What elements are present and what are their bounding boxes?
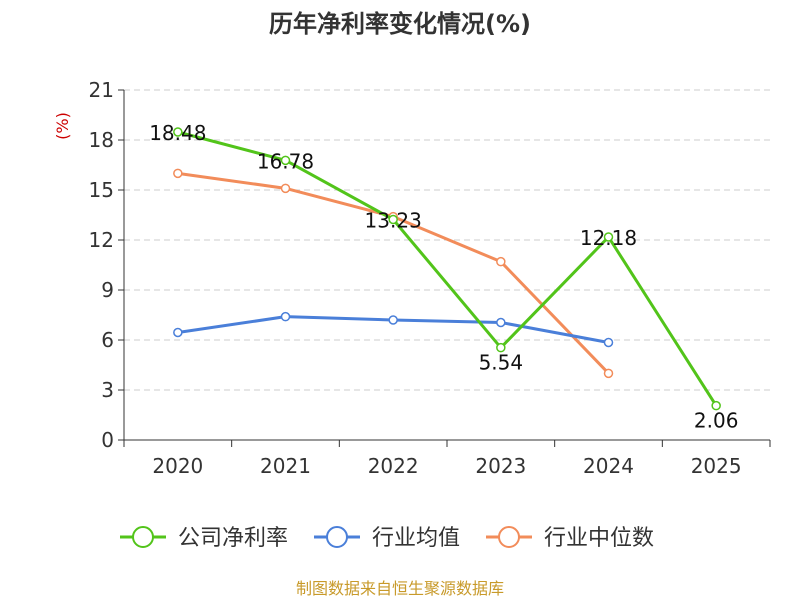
y-tick-label-3: 3 [101,378,114,402]
point-s1-2023 [496,317,506,328]
data-label-2023: 5.54 [479,351,524,375]
point-s1-2021 [280,311,291,322]
point-s0-2020 [173,127,183,137]
point-s0-2021 [280,155,291,166]
x-tick-label-2025: 2025 [691,454,742,478]
x-tick-label-2020: 2020 [152,454,203,478]
x-tick-label-2021: 2021 [260,454,311,478]
legend-item-0[interactable]: 公司净利率 [120,526,288,551]
x-axis: 2020 2021 2022 2023 2024 2025 [123,439,771,478]
legend-label-2: 行业中位数 [544,526,654,551]
point-s2-2024 [603,368,614,379]
y-tick-label-9: 9 [101,278,114,302]
data-label-2022: 13.23 [365,209,422,233]
point-s2-2021 [280,183,291,194]
source-note: 制图数据来自恒生聚源数据库 [296,579,504,598]
point-s0-2024 [603,232,614,242]
point-s0-2025 [711,400,721,411]
point-s1-2022 [388,315,398,325]
series-line-0 [177,130,718,407]
point-s0-2022 [388,214,398,225]
y-axis-ticks: 0 3 6 9 12 15 18 21 [89,78,125,452]
y-tick-label-0: 0 [101,428,114,452]
data-label-2021: 16.78 [257,149,314,173]
x-tick-label-2022: 2022 [368,454,419,478]
legend-marker-2 [498,526,520,548]
point-s2-2023 [496,256,506,267]
point-s2-2020 [173,168,183,179]
data-label-2024: 12.18 [580,226,637,250]
legend-label-0: 公司净利率 [178,526,288,551]
y-axis-unit-label: (%) [53,112,72,140]
y-tick-label-18: 18 [89,128,114,152]
y-tick-label-21: 21 [89,78,114,102]
x-tick-label-2024: 2024 [583,454,634,478]
legend-marker-0 [132,526,154,548]
legend-marker-1 [326,526,348,548]
chart-title: 历年净利率变化情况(%) [269,10,531,38]
legend-label-1: 行业均值 [372,526,460,551]
x-tick-label-2023: 2023 [475,454,526,478]
series-lines [173,127,721,411]
legend-item-1[interactable]: 行业均值 [314,526,460,551]
point-s0-2023 [496,342,506,353]
data-label-2025: 2.06 [694,409,739,433]
y-tick-label-12: 12 [89,228,114,252]
point-s1-2024 [603,337,614,348]
series-line-2 [177,171,610,375]
legend-item-2[interactable]: 行业中位数 [486,526,654,551]
legend[interactable]: 公司净利率 行业均值 行业中位数 [120,526,654,551]
y-tick-label-15: 15 [89,178,114,202]
data-label-2020: 18.48 [149,121,206,145]
point-s1-2020 [173,327,183,338]
data-labels: 18.48 16.78 13.23 5.54 12.18 2.06 [149,121,738,433]
y-tick-label-6: 6 [101,328,114,352]
